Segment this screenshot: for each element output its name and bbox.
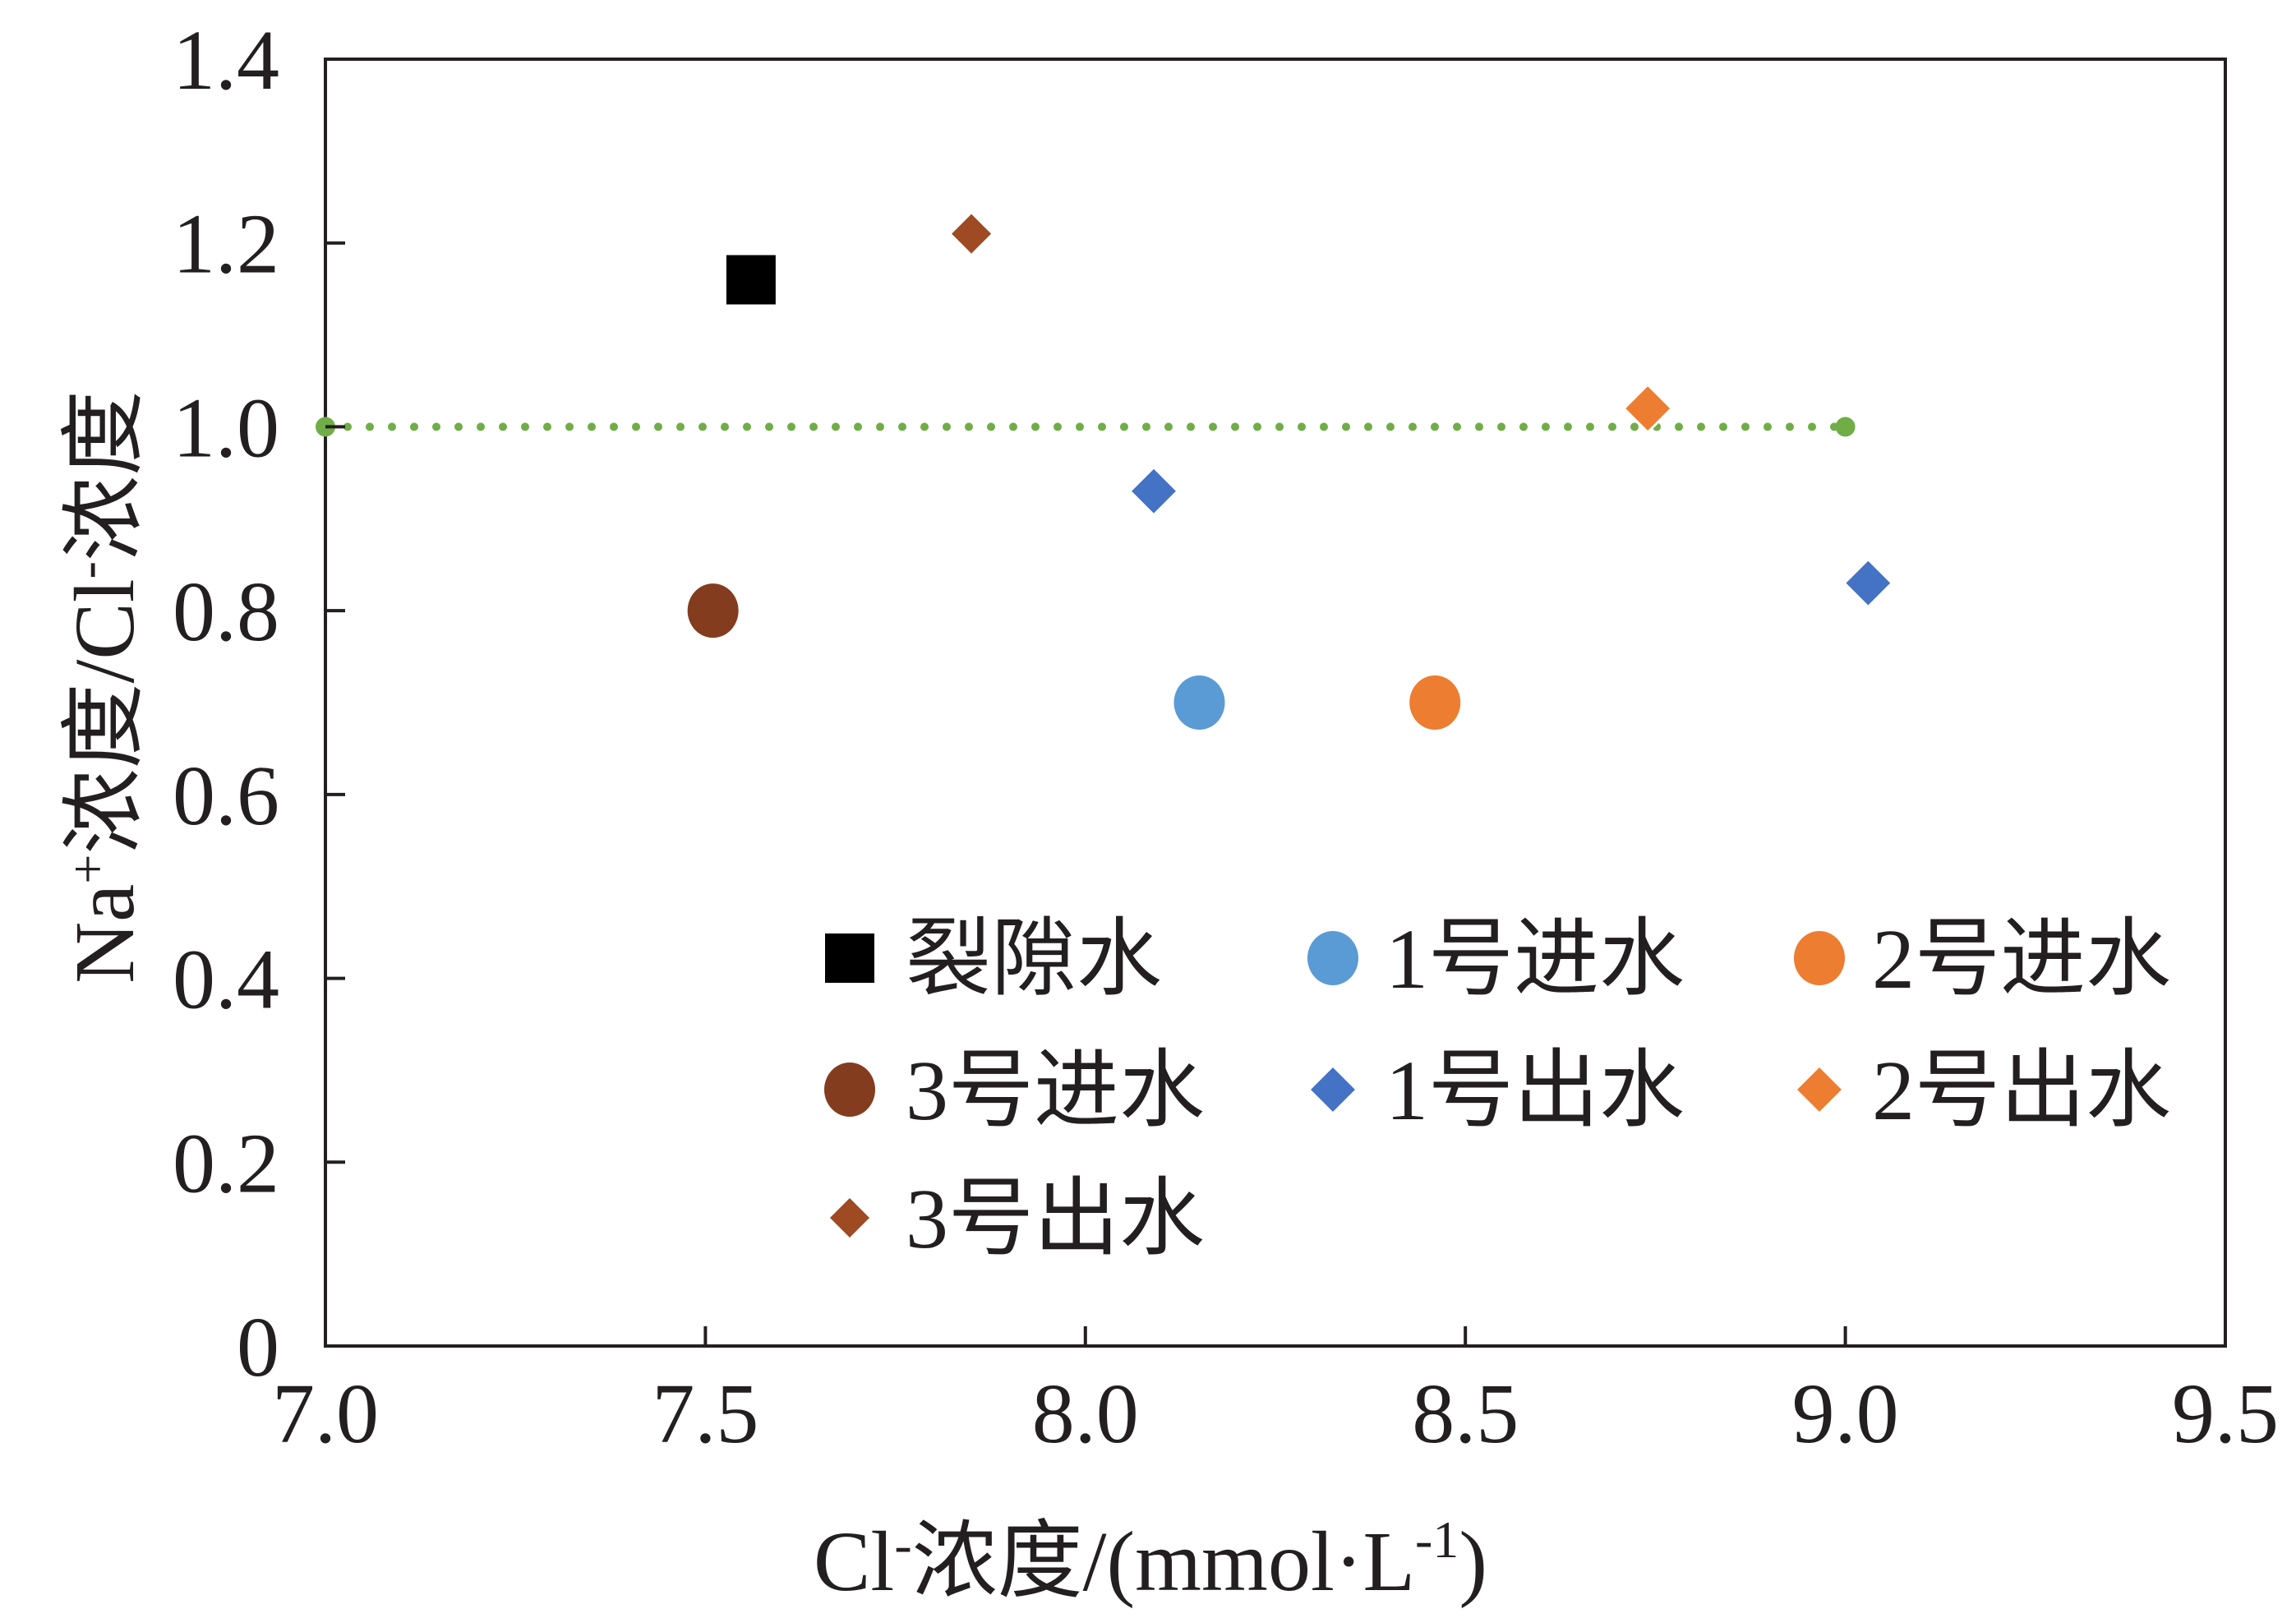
legend-label: 3号进水 — [906, 1044, 1205, 1138]
legend-marker — [1794, 931, 1845, 985]
legend-label: 1号进水 — [1385, 912, 1685, 1007]
y-tick-label: 0.2 — [173, 1116, 279, 1210]
y-tick-label: 0.6 — [173, 749, 279, 843]
legend-marker — [1793, 1063, 1846, 1116]
x-tick-label: 8.5 — [1412, 1367, 1519, 1461]
reference-line-group — [316, 417, 1856, 437]
y-tick-label: 0.4 — [173, 933, 279, 1027]
legend-item: 3号出水 — [830, 1172, 1205, 1266]
legend-item: 2号进水 — [1794, 912, 2171, 1007]
legend-item: 裂隙水 — [825, 912, 1162, 1007]
data-point — [726, 255, 776, 305]
x-tick-label: 9.0 — [1792, 1367, 1899, 1461]
legend-marker — [824, 1063, 875, 1117]
y-tick-label: 1.4 — [173, 13, 279, 108]
legend-marker — [830, 1198, 869, 1238]
y-axis-ticks: 0 0.2 0.4 0.6 0.8 1.0 1.2 1.4 — [173, 13, 345, 1394]
data-point — [687, 583, 739, 638]
x-axis-title: Cl-浓度/(mmol·L-1) — [814, 1510, 1487, 1609]
legend-label: 2号出水 — [1872, 1044, 2171, 1138]
legend-item: 1号进水 — [1307, 912, 1685, 1007]
y-axis-title: Na+浓度/Cl-浓度 — [58, 390, 152, 984]
y-tick-label: 0 — [237, 1300, 279, 1394]
plot-frame — [324, 58, 2227, 1348]
legend-label: 2号进水 — [1872, 912, 2171, 1007]
data-point — [1622, 382, 1674, 435]
y-tick-label: 0.8 — [173, 565, 279, 659]
legend-label: 裂隙水 — [906, 912, 1162, 1007]
x-tick-label: 8.0 — [1032, 1367, 1139, 1461]
legend-item: 2号出水 — [1793, 1044, 2171, 1138]
x-axis-ticks: 7.0 7.5 8.0 8.5 9.0 9.5 — [272, 1326, 2279, 1461]
legend-marker — [1307, 931, 1358, 985]
legend-label: 3号出水 — [906, 1172, 1205, 1266]
data-point — [952, 214, 992, 254]
plot-area — [324, 58, 2227, 1348]
data-point — [1842, 557, 1894, 609]
legend-item: 1号出水 — [1307, 1044, 1685, 1138]
data-point — [1409, 675, 1461, 730]
data-point — [1127, 465, 1180, 517]
legend: 裂隙水 1号进水 2号进水 3号进水 1号出水 2号出水 3号出水 — [824, 912, 2171, 1266]
y-tick-label: 1.2 — [173, 197, 279, 292]
legend-marker — [1307, 1063, 1359, 1116]
x-tick-label: 7.5 — [652, 1367, 758, 1461]
legend-label: 1号出水 — [1385, 1044, 1685, 1138]
data-points — [687, 214, 1894, 730]
x-tick-label: 7.0 — [272, 1367, 379, 1461]
y-tick-label: 1.0 — [173, 380, 279, 475]
data-point — [1173, 675, 1225, 730]
x-tick-label: 9.5 — [2172, 1367, 2279, 1461]
legend-marker — [825, 933, 874, 983]
legend-item: 3号进水 — [824, 1044, 1205, 1138]
reference-line-end-point — [1835, 417, 1856, 437]
